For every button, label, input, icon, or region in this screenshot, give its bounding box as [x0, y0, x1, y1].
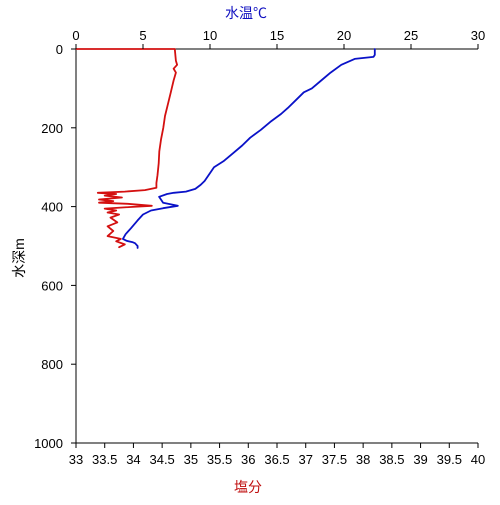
- tick-group: 0 200 400 600 800 1000 0 5 10 15 20 25 30 33 33.5 34 34.…: [34, 28, 485, 467]
- bottom-tick-label: 39.5: [437, 452, 462, 467]
- y-tick-label: 600: [41, 278, 63, 293]
- bottom-axis-title: 塩分: [234, 479, 262, 495]
- y-axis-title: 水深m: [11, 238, 27, 278]
- salinity-profile-line: [75, 48, 179, 249]
- bottom-tick-label: 34: [126, 452, 140, 467]
- bottom-tick-label: 38.5: [379, 452, 404, 467]
- bottom-tick-label: 35: [184, 452, 198, 467]
- bottom-tick-label: 37.5: [322, 452, 347, 467]
- bottom-tick-label: 33.5: [92, 452, 117, 467]
- bottom-tick-label: 36.5: [264, 452, 289, 467]
- axes-group: [75, 48, 478, 444]
- top-tick-label: 20: [337, 28, 351, 43]
- top-tick-label: 25: [404, 28, 418, 43]
- y-tick-label: 400: [41, 200, 63, 215]
- top-tick-label: 10: [203, 28, 217, 43]
- temperature-profile-line: [122, 48, 376, 249]
- bottom-tick-label: 40: [471, 452, 485, 467]
- top-axis-title: 水温℃: [225, 5, 267, 21]
- top-tick-label: 0: [72, 28, 79, 43]
- bottom-tick-label: 35.5: [207, 452, 232, 467]
- series-group: [75, 48, 376, 249]
- bottom-tick-label: 39: [413, 452, 427, 467]
- bottom-tick-label: 38: [356, 452, 370, 467]
- y-tick-label: 0: [56, 42, 63, 57]
- bottom-tick-label: 34.5: [149, 452, 174, 467]
- y-tick-label: 200: [41, 121, 63, 136]
- y-tick-label: 800: [41, 357, 63, 372]
- bottom-tick-label: 36: [241, 452, 255, 467]
- top-tick-label: 5: [139, 28, 146, 43]
- bottom-tick-label: 37: [298, 452, 312, 467]
- top-tick-label: 30: [471, 28, 485, 43]
- top-tick-label: 15: [270, 28, 284, 43]
- y-tick-label: 1000: [34, 436, 63, 451]
- bottom-tick-label: 33: [69, 452, 83, 467]
